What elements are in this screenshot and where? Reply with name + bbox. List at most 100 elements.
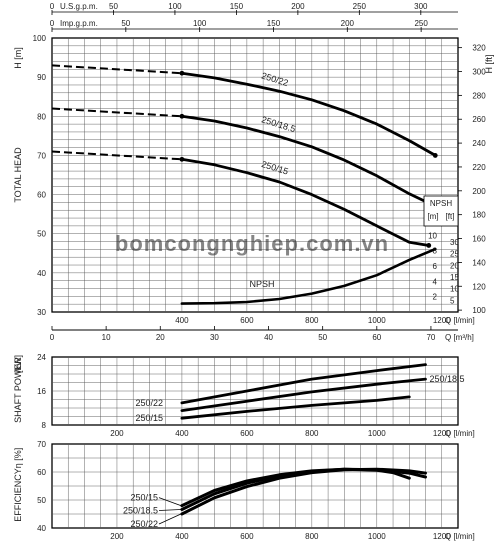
npsh-scale-unit-ft: [ft] <box>446 212 455 221</box>
npsh-curve <box>180 247 437 305</box>
npsh-m-tick-label: 8 <box>433 247 438 256</box>
head-x-tick-label: 800 <box>305 316 319 325</box>
eff-x-tick-label: 1200 <box>433 532 451 541</box>
power-x-tick-label: 400 <box>175 429 189 438</box>
head-y-tick-label: 90 <box>37 73 46 82</box>
usgpm-tick-label: 200 <box>291 2 305 11</box>
head-y-axis-title: TOTAL HEAD <box>13 147 23 203</box>
head-ft-tick-label: 220 <box>472 163 486 172</box>
eff-curve-250/22 <box>180 467 427 516</box>
head-y-tick-label: 50 <box>37 230 46 239</box>
npsh-ft-tick-label: 15 <box>450 273 459 282</box>
power-curve-250/22 <box>180 363 427 405</box>
head-ft-tick-label: 140 <box>472 258 486 267</box>
head-curve-dashed-250/22 <box>51 64 182 75</box>
head-y-tick-label: 70 <box>37 151 46 160</box>
npsh-scale-box <box>423 195 459 227</box>
head-curve-dashed-250/18.5 <box>51 107 182 118</box>
head-ft-tick-label: 300 <box>472 68 486 77</box>
npsh-curve-label: NPSH <box>249 279 274 289</box>
head-ft-tick-label: 160 <box>472 235 486 244</box>
head-ft-axis-label: H [ft] <box>484 54 494 73</box>
m3h-tick-label: 60 <box>372 333 381 342</box>
npsh-ft-tick-label: 5 <box>450 296 455 305</box>
eff-x-tick-label: 400 <box>175 532 189 541</box>
head-curve-dashed-250/15 <box>51 150 182 161</box>
eff-label-leader <box>158 509 181 511</box>
head-ft-tick-label: 280 <box>472 91 486 100</box>
npsh-m-tick-label: 4 <box>433 277 438 286</box>
head-x-tick-label: 1200 <box>433 316 451 325</box>
power-series-label: 250/18.5 <box>430 374 465 384</box>
power-x-axis-label: Q [l/min] <box>445 429 475 438</box>
power-x-tick-label: 1200 <box>433 429 451 438</box>
head-curve-250/22 <box>180 71 437 157</box>
head-ft-tick-label: 120 <box>472 282 486 291</box>
eff-x-tick-label: 1000 <box>368 532 386 541</box>
npsh-ft-tick-label: 25 <box>450 250 459 259</box>
m3h-tick-label: 0 <box>50 333 55 342</box>
eff-y-tick-label: 60 <box>37 468 46 477</box>
power-y-tick-label: 24 <box>37 353 46 362</box>
power-x-tick-label: 200 <box>110 429 124 438</box>
head-y-tick-label: 30 <box>37 308 46 317</box>
head-ft-tick-label: 200 <box>472 187 486 196</box>
npsh-ft-tick-label: 30 <box>450 238 459 247</box>
watermark-text: bomcongnghiep.com.vn <box>115 231 389 256</box>
m3h-tick-label: 70 <box>426 333 435 342</box>
power-x-tick-label: 800 <box>305 429 319 438</box>
npsh-ft-tick-label: 10 <box>450 285 459 294</box>
power-x-tick-label: 600 <box>240 429 254 438</box>
npsh-m-tick-label: 10 <box>428 231 437 240</box>
head-curve-start-point <box>179 70 185 76</box>
usgpm-tick-label: 250 <box>353 2 367 11</box>
m3h-tick-label: 20 <box>156 333 165 342</box>
eff-series-label: 250/18.5 <box>123 506 158 516</box>
head-curve-end-point <box>426 243 432 248</box>
power-y-tick-label: 16 <box>37 387 46 396</box>
impgpm-tick-label: 250 <box>414 19 428 28</box>
m3h-tick-label: 30 <box>210 333 219 342</box>
head-x-tick-label: 600 <box>240 316 254 325</box>
impgpm-tick-label: 200 <box>341 19 355 28</box>
eff-x-tick-label: 200 <box>110 532 124 541</box>
usgpm-tick-label: 150 <box>230 2 244 11</box>
head-y-tick-label: 60 <box>37 191 46 200</box>
power-curve-250/18.5 <box>180 377 427 412</box>
npsh-scale-title: NPSH <box>430 199 452 208</box>
npsh-ft-tick-label: 20 <box>450 261 459 270</box>
eff-series-label: 250/22 <box>130 519 158 529</box>
head-x-axis-label: Q [l/min] <box>445 316 475 325</box>
power-x-tick-label: 1000 <box>368 429 386 438</box>
usgpm-tick-label: 50 <box>109 2 118 11</box>
power-series-label: 250/22 <box>135 398 163 408</box>
npsh-m-tick-label: 2 <box>433 293 438 302</box>
head-curve-start-point <box>179 156 185 162</box>
eff-x-tick-label: 600 <box>240 532 254 541</box>
head-ft-tick-label: 320 <box>472 44 486 53</box>
head-curve-end-point <box>432 153 438 158</box>
eff-series-label: 250/15 <box>130 493 158 503</box>
head-y-tick-label: 40 <box>37 269 46 278</box>
head-x-tick-label: 400 <box>175 316 189 325</box>
m3h-tick-label: 40 <box>264 333 273 342</box>
impgpm-axis-label: Imp.g.p.m. <box>60 19 98 28</box>
eff-y-tick-label: 70 <box>37 440 46 449</box>
head-curve-start-point <box>179 113 185 119</box>
npsh-m-tick-label: 6 <box>433 262 438 271</box>
usgpm-tick-label: 300 <box>414 2 428 11</box>
eff-x-tick-label: 800 <box>305 532 319 541</box>
impgpm-tick-label: 0 <box>50 19 55 28</box>
impgpm-tick-label: 50 <box>121 19 130 28</box>
eff-x-axis-label: Q [l/min] <box>445 532 475 541</box>
power-y-axis-title: SHAFT POWER <box>13 357 23 423</box>
usgpm-tick-label: 0 <box>50 2 55 11</box>
eff-label-leader <box>158 513 182 525</box>
power-y-axis-unit: [kW] <box>13 355 23 373</box>
m3h-tick-label: 50 <box>318 333 327 342</box>
impgpm-tick-label: 150 <box>267 19 281 28</box>
